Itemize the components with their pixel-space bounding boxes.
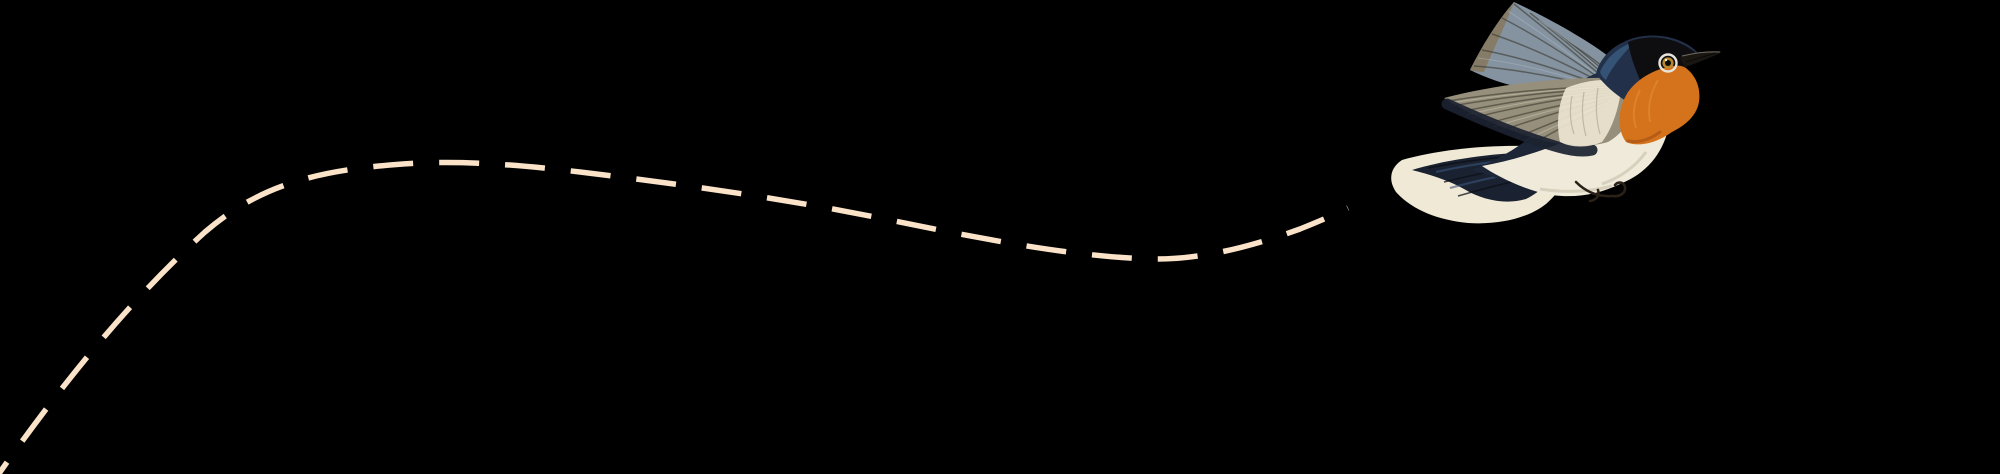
throat-highlight (1632, 89, 1641, 129)
bird-foot-curl (1610, 181, 1627, 198)
bird-throat-patch (1619, 65, 1700, 145)
feather-streak (1507, 10, 1606, 82)
feather-streak (1595, 87, 1601, 135)
bird-foot-leg (1574, 180, 1614, 198)
bird-throat-shading (1626, 79, 1662, 144)
bird-eye-ring (1658, 53, 1678, 73)
bird-upper-wing-brown-edge (1470, 2, 1514, 72)
bird-foot-toe (1588, 188, 1600, 203)
bird-belly-shading (1539, 151, 1648, 193)
bird-eye-glint (1664, 58, 1668, 62)
throat-deep-edge (1626, 130, 1662, 144)
bird-nape-sheen (1600, 42, 1634, 80)
bird-side-band-streaks (1569, 87, 1601, 137)
feather-streak (1581, 91, 1587, 137)
bird-side-band (1558, 80, 1622, 147)
flight-path-dashed-line (0, 159, 1350, 474)
throat-highlight (1648, 79, 1659, 123)
feather-streak (1501, 17, 1606, 83)
bird-front-wing-trailing-edge (1441, 98, 1598, 157)
belly-shadow-stroke (1539, 184, 1613, 193)
bird-foot (1574, 180, 1627, 203)
bird-illustration (1391, 2, 1722, 224)
bird-eye (1658, 53, 1678, 73)
feather-streak (1569, 95, 1575, 135)
bird-eye-pupil (1665, 60, 1671, 66)
bird-beak-ridge (1681, 51, 1721, 57)
bird-beak-gape (1685, 52, 1717, 63)
belly-shadow-stroke (1601, 151, 1648, 186)
feather-streak (1513, 3, 1607, 81)
bird-beak (1680, 51, 1722, 67)
